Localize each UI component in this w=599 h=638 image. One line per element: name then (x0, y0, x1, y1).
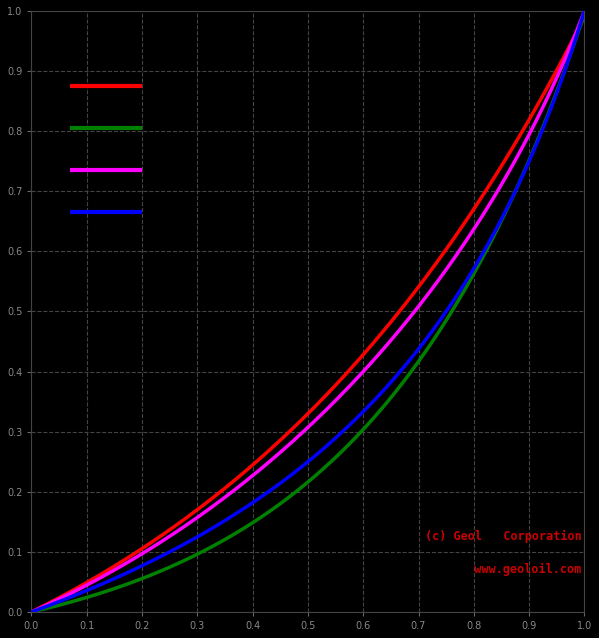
Text: www.geoloil.com: www.geoloil.com (453, 563, 582, 576)
Text: (c) Geol   Corporation: (c) Geol Corporation (425, 530, 582, 543)
